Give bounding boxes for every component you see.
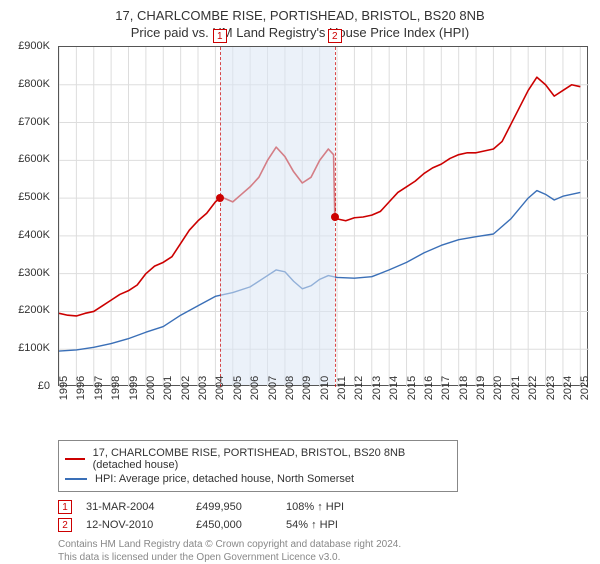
x-tick: 2005	[232, 376, 244, 400]
title-main: 17, CHARLCOMBE RISE, PORTISHEAD, BRISTOL…	[10, 8, 590, 23]
plot-area: 12	[58, 46, 588, 386]
marker-dot	[216, 194, 224, 202]
sale-date: 12-NOV-2010	[86, 519, 196, 531]
sale-pct: 54% ↑ HPI	[286, 519, 386, 531]
x-tick: 2018	[458, 376, 470, 400]
x-tick: 2000	[145, 376, 157, 400]
y-tick: £800K	[18, 78, 50, 90]
x-tick: 2022	[527, 376, 539, 400]
y-tick: £300K	[18, 267, 50, 279]
x-tick: 2006	[249, 376, 261, 400]
x-tick: 2007	[267, 376, 279, 400]
shaded-region	[220, 47, 335, 385]
legend-item: 17, CHARLCOMBE RISE, PORTISHEAD, BRISTOL…	[65, 447, 451, 471]
attribution-line1: Contains HM Land Registry data © Crown c…	[58, 538, 590, 551]
legend-item: HPI: Average price, detached house, Nort…	[65, 473, 451, 485]
legend-label: HPI: Average price, detached house, Nort…	[95, 473, 354, 485]
x-tick: 1995	[58, 376, 70, 400]
x-tick: 2013	[371, 376, 383, 400]
y-tick: £900K	[18, 40, 50, 52]
x-tick: 2011	[336, 376, 348, 400]
marker-box: 2	[328, 29, 342, 43]
x-tick: 2020	[492, 376, 504, 400]
x-tick: 2017	[440, 376, 452, 400]
x-tick: 2004	[214, 376, 226, 400]
title-sub: Price paid vs. HM Land Registry's House …	[10, 25, 590, 40]
x-axis: 1995199619971998199920002001200220032004…	[58, 388, 588, 406]
sale-row: 2 12-NOV-2010£450,00054% ↑ HPI	[58, 518, 590, 532]
y-tick: £700K	[18, 116, 50, 128]
x-tick: 2021	[510, 376, 522, 400]
marker-box: 1	[213, 29, 227, 43]
sale-pct: 108% ↑ HPI	[286, 501, 386, 513]
x-tick: 2008	[284, 376, 296, 400]
x-tick: 2002	[180, 376, 192, 400]
sale-price: £499,950	[196, 501, 286, 513]
sale-marker: 1	[58, 500, 72, 514]
x-tick: 1998	[110, 376, 122, 400]
x-tick: 2015	[406, 376, 418, 400]
legend-swatch	[65, 458, 85, 460]
y-axis: £0£100K£200K£300K£400K£500K£600K£700K£80…	[10, 46, 54, 386]
x-tick: 2024	[562, 376, 574, 400]
sales-table: 1 31-MAR-2004£499,950108% ↑ HPI 2 12-NOV-20…	[58, 500, 590, 532]
x-tick: 1997	[93, 376, 105, 400]
marker-line	[220, 47, 221, 387]
x-tick: 2012	[353, 376, 365, 400]
sale-marker: 2	[58, 518, 72, 532]
y-tick: £500K	[18, 191, 50, 203]
sale-price: £450,000	[196, 519, 286, 531]
y-tick: £0	[38, 380, 50, 392]
x-tick: 2001	[162, 376, 174, 400]
x-tick: 2010	[319, 376, 331, 400]
legend-label: 17, CHARLCOMBE RISE, PORTISHEAD, BRISTOL…	[93, 447, 451, 471]
x-tick: 1999	[128, 376, 140, 400]
y-tick: £600K	[18, 153, 50, 165]
x-tick: 2014	[388, 376, 400, 400]
y-tick: £100K	[18, 342, 50, 354]
attribution: Contains HM Land Registry data © Crown c…	[58, 538, 590, 564]
x-tick: 2009	[301, 376, 313, 400]
legend: 17, CHARLCOMBE RISE, PORTISHEAD, BRISTOL…	[58, 440, 458, 492]
x-tick: 2016	[423, 376, 435, 400]
sale-row: 1 31-MAR-2004£499,950108% ↑ HPI	[58, 500, 590, 514]
sale-date: 31-MAR-2004	[86, 501, 196, 513]
y-tick: £400K	[18, 229, 50, 241]
x-tick: 2019	[475, 376, 487, 400]
x-tick: 2023	[545, 376, 557, 400]
marker-dot	[331, 213, 339, 221]
legend-swatch	[65, 478, 87, 480]
x-tick: 2025	[579, 376, 591, 400]
chart-area: £0 £100K £200K £300K £400K £500K £600K £700K £80…	[10, 46, 590, 406]
x-tick: 1996	[75, 376, 87, 400]
attribution-line2: This data is licensed under the Open Gov…	[58, 551, 590, 564]
y-tick: £200K	[18, 304, 50, 316]
x-tick: 2003	[197, 376, 209, 400]
